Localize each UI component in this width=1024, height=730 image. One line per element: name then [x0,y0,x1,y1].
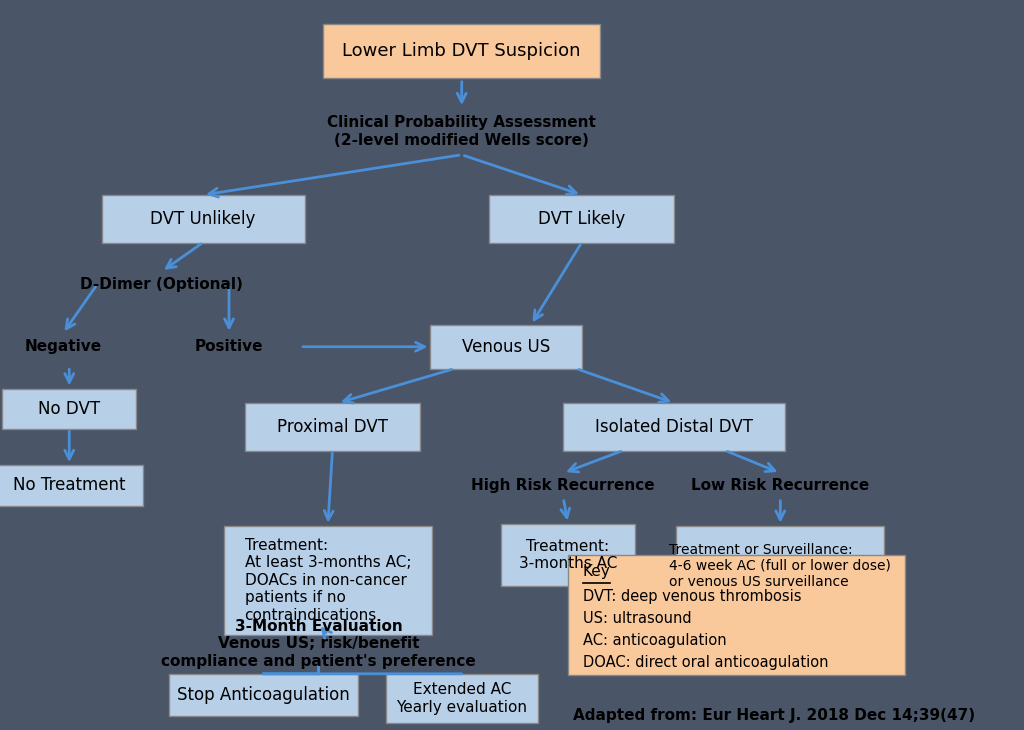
Text: Low Risk Recurrence: Low Risk Recurrence [691,478,869,493]
Text: Adapted from: Eur Heart J. 2018 Dec 14;39(47): Adapted from: Eur Heart J. 2018 Dec 14;3… [572,707,975,723]
Text: AC: anticoagulation: AC: anticoagulation [583,633,726,648]
Text: Lower Limb DVT Suspicion: Lower Limb DVT Suspicion [342,42,581,60]
FancyBboxPatch shape [489,196,674,242]
FancyBboxPatch shape [245,403,420,451]
Text: Positive: Positive [195,339,263,354]
Text: Treatment:
3-months AC: Treatment: 3-months AC [519,539,617,571]
FancyBboxPatch shape [101,196,305,242]
Text: Extended AC
Yearly evaluation: Extended AC Yearly evaluation [396,683,527,715]
Text: No DVT: No DVT [38,400,100,418]
Text: DVT: deep venous thrombosis: DVT: deep venous thrombosis [583,589,801,604]
Text: DVT Likely: DVT Likely [539,210,626,228]
FancyBboxPatch shape [386,674,538,723]
Text: No Treatment: No Treatment [13,477,126,494]
FancyBboxPatch shape [2,388,136,429]
Text: Key: Key [583,564,610,579]
Text: DVT Unlikely: DVT Unlikely [151,210,256,228]
FancyBboxPatch shape [324,23,600,78]
Text: Treatment:
At least 3-months AC;
DOACs in non-cancer
patients if no
contraindica: Treatment: At least 3-months AC; DOACs i… [245,538,411,623]
FancyBboxPatch shape [0,466,143,505]
FancyBboxPatch shape [677,526,884,606]
FancyBboxPatch shape [501,524,635,585]
Text: Proximal DVT: Proximal DVT [276,418,388,436]
Text: Treatment or Surveillance:
4-6 week AC (full or lower dose)
or venous US surveil: Treatment or Surveillance: 4-6 week AC (… [670,542,891,589]
FancyBboxPatch shape [568,555,905,675]
FancyBboxPatch shape [169,674,357,716]
Text: Clinical Probability Assessment
(2-level modified Wells score): Clinical Probability Assessment (2-level… [328,115,596,147]
Text: DOAC: direct oral anticoagulation: DOAC: direct oral anticoagulation [583,655,828,670]
Text: Venous US: Venous US [462,338,550,356]
Text: 3-Month Evaluation
Venous US; risk/benefit
compliance and patient's preference: 3-Month Evaluation Venous US; risk/benef… [161,619,476,669]
Text: D-Dimer (Optional): D-Dimer (Optional) [80,277,243,292]
Text: Stop Anticoagulation: Stop Anticoagulation [177,686,349,704]
FancyBboxPatch shape [563,403,785,451]
Text: High Risk Recurrence: High Risk Recurrence [471,478,655,493]
Text: Isolated Distal DVT: Isolated Distal DVT [595,418,753,436]
FancyBboxPatch shape [430,325,583,369]
Text: US: ultrasound: US: ultrasound [583,611,691,626]
FancyBboxPatch shape [224,526,432,635]
Text: Negative: Negative [25,339,101,354]
